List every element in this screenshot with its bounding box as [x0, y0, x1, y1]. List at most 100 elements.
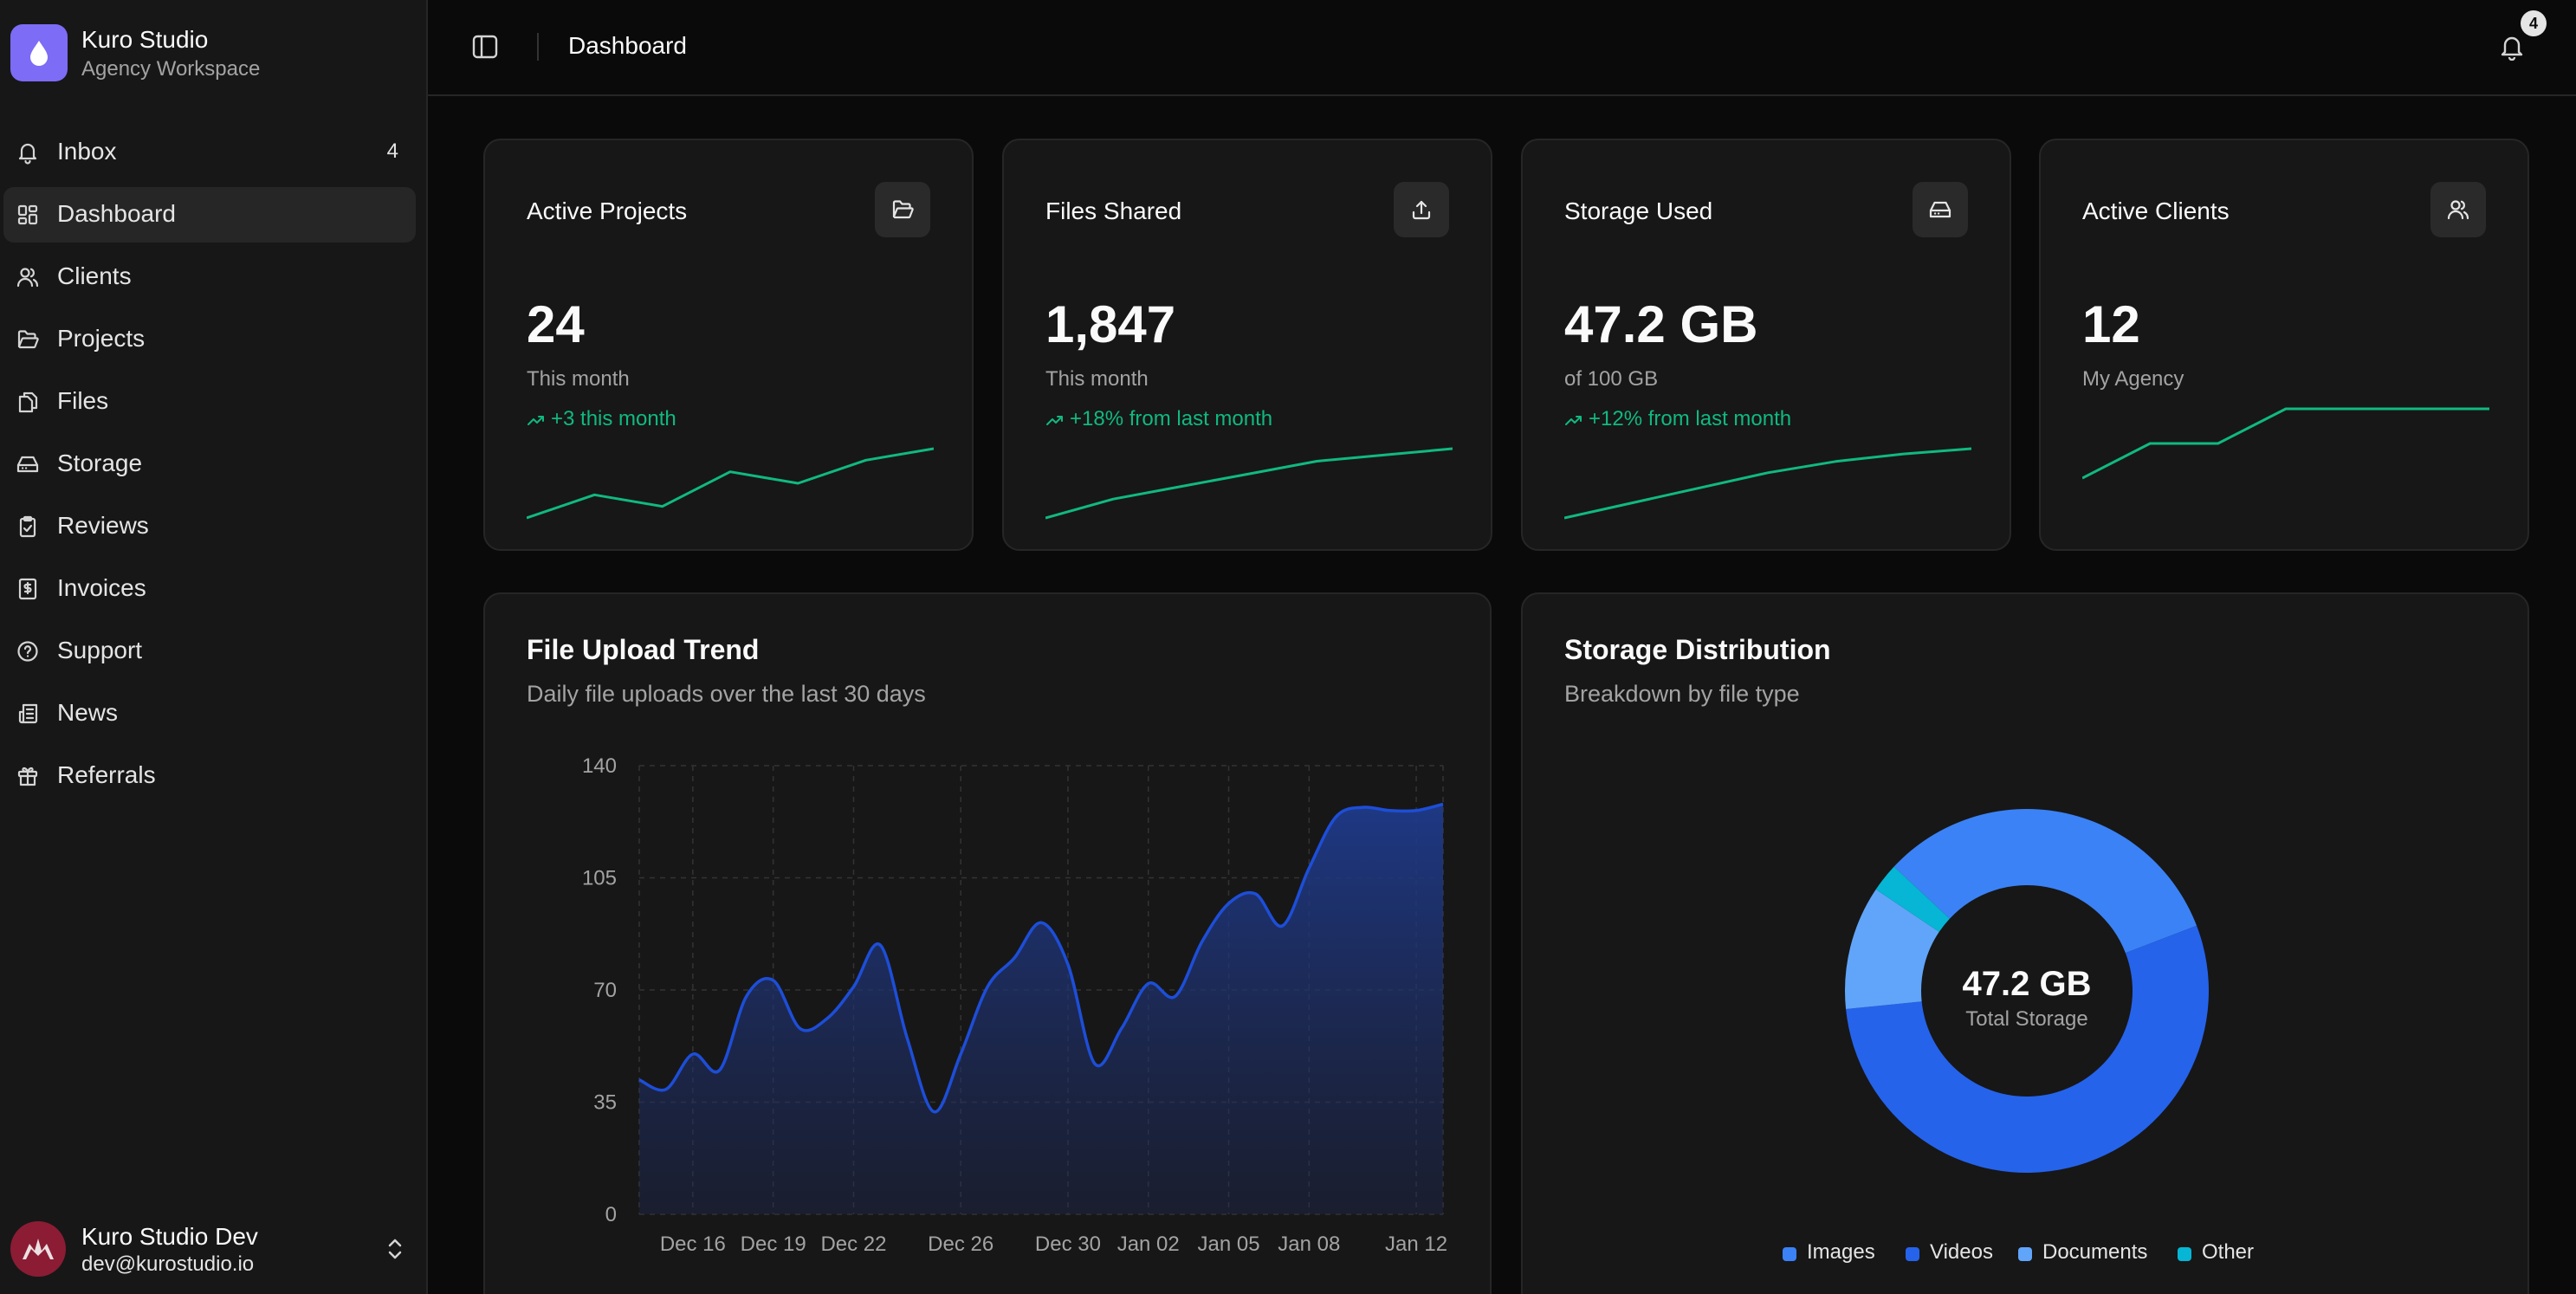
stat-card: Active Projects 24 This month +3 this month	[483, 139, 974, 551]
sidebar-item-label: Support	[57, 637, 143, 663]
x-tick-label: Jan 08	[1278, 1233, 1340, 1256]
stat-title: Active Projects	[527, 197, 688, 224]
sidebar-item-clients[interactable]: Clients	[3, 249, 416, 305]
sidebar-item-invoices[interactable]: Invoices	[3, 561, 416, 617]
sidebar-item-label: Reviews	[57, 512, 149, 539]
user-menu[interactable]: Kuro Studio Dev dev@kurostudio.io	[10, 1220, 417, 1278]
chevrons-up-down-icon	[388, 1239, 402, 1259]
users-icon	[16, 268, 39, 288]
stat-trend: +3 this month	[527, 407, 676, 431]
sidebar-item-label: News	[57, 699, 119, 726]
sparkline-path	[527, 447, 934, 520]
trending-up-icon	[1565, 415, 1582, 425]
storage-distribution-title: Storage Distribution	[1564, 634, 1831, 665]
legend-swatch	[1783, 1247, 1796, 1261]
storage-distribution-subtitle: Breakdown by file type	[1564, 681, 1800, 707]
sparkline-path	[1045, 447, 1453, 520]
sidebar-item-label: Clients	[57, 262, 132, 289]
y-tick-label: 0	[605, 1203, 617, 1226]
stat-sparkline	[1564, 447, 1971, 520]
files-icon	[18, 391, 38, 413]
stat-value: 24	[527, 295, 585, 353]
sidebar-item-dashboard[interactable]: Dashboard	[3, 187, 416, 243]
sidebar-toggle-icon[interactable]	[471, 33, 499, 61]
header-divider	[537, 33, 539, 61]
donut-slice-other	[1875, 866, 1950, 932]
sidebar-item-referrals[interactable]: Referrals	[3, 748, 416, 804]
stat-card: Storage Used 47.2 GB of 100 GB +12% from la…	[1521, 139, 2011, 551]
legend-swatch	[1906, 1247, 1919, 1261]
x-tick-label: Dec 26	[928, 1233, 994, 1256]
users-icon	[2447, 200, 2469, 220]
sidebar-item-label: Dashboard	[57, 200, 176, 227]
donut-slice-documents	[1845, 889, 1939, 1010]
grid-icon	[17, 204, 38, 225]
page-title: Dashboard	[568, 32, 687, 59]
sparkline-path	[2082, 407, 2489, 480]
sidebar-item-reviews[interactable]: Reviews	[3, 499, 416, 554]
users-icon	[16, 265, 40, 289]
upload-trend-chart: 0 35 70 105 140 Dec 16 Dec 19 Dec 22 Dec 26 Dec 3…	[582, 754, 1447, 1256]
stat-icon-box	[2430, 182, 2486, 237]
dollar-receipt-icon	[16, 577, 40, 601]
workspace-switcher[interactable]: Kuro Studio Agency Workspace	[10, 24, 417, 83]
hard-drive-icon	[1929, 201, 1951, 218]
storage-distribution-card: Storage Distribution Breakdown by file t…	[1521, 592, 2529, 1294]
hard-drive-icon	[16, 456, 39, 473]
sidebar-item-projects[interactable]: Projects	[3, 312, 416, 367]
storage-donut-chart	[1845, 809, 2209, 1173]
stat-icon-box	[875, 182, 930, 237]
stat-card: Files Shared 1,847 This month +18% from las…	[1002, 139, 1492, 551]
storage-legend: Images Videos Documents Other	[1783, 1240, 2271, 1268]
stat-title: Files Shared	[1045, 197, 1182, 224]
donut-slice-videos	[1846, 925, 2209, 1173]
gift-icon	[16, 764, 40, 788]
help-circle-icon	[16, 639, 40, 663]
stat-trend-text: +18% from last month	[1070, 407, 1273, 430]
clipboard-check-icon	[19, 515, 36, 538]
droplet-icon	[30, 41, 48, 66]
x-tick-label: Dec 30	[1035, 1233, 1101, 1256]
sidebar-item-support[interactable]: Support	[3, 624, 416, 679]
gift-icon	[17, 767, 38, 786]
workspace-logo	[10, 24, 68, 81]
y-tick-label: 70	[593, 979, 617, 1002]
legend-label: Other	[2202, 1240, 2255, 1264]
legend-label: Videos	[1930, 1240, 1993, 1264]
stat-value: 12	[2082, 295, 2140, 353]
stat-icon-box	[1913, 182, 1968, 237]
legend-label: Documents	[2042, 1240, 2148, 1264]
notifications-bell-icon[interactable]	[2498, 33, 2526, 61]
sidebar-item-inbox[interactable]: Inbox 4	[3, 125, 416, 180]
stat-value: 1,847	[1045, 295, 1176, 353]
legend-swatch	[2018, 1247, 2032, 1261]
sparkline-path	[1564, 447, 1971, 520]
files-icon	[16, 390, 40, 414]
donut-center-value: 47.2 GB	[1962, 965, 2092, 1003]
trending-up-icon	[1046, 415, 1063, 425]
hard-drive-icon	[16, 452, 40, 476]
sidebar-item-news[interactable]: News	[3, 686, 416, 741]
stat-card: Active Clients 12 My Agency	[2039, 139, 2529, 551]
x-tick-label: Dec 16	[660, 1233, 726, 1256]
stat-sparkline	[527, 447, 934, 520]
x-tick-label: Dec 19	[741, 1233, 806, 1256]
sidebar-item-files[interactable]: Files	[3, 374, 416, 430]
clipboard-check-icon	[16, 514, 40, 539]
stat-subtitle: of 100 GB	[1564, 367, 1659, 391]
notification-count-badge: 4	[2521, 10, 2547, 36]
sidebar-item-storage[interactable]: Storage	[3, 437, 416, 492]
upload-trend-title: File Upload Trend	[527, 634, 760, 665]
sidebar-item-badge: 4	[386, 139, 398, 163]
stat-value: 47.2 GB	[1564, 295, 1758, 353]
help-circle-icon	[17, 641, 38, 662]
stat-sparkline	[1045, 447, 1453, 520]
stat-title: Active Clients	[2082, 197, 2230, 224]
grid-icon	[16, 203, 40, 227]
sidebar-item-label: Invoices	[57, 574, 146, 601]
folder-open-icon	[16, 327, 40, 352]
donut-center-label: Total Storage	[1965, 1007, 2088, 1031]
sidebar-item-label: Inbox	[57, 138, 117, 165]
user-email: dev@kurostudio.io	[81, 1252, 255, 1276]
y-tick-label: 105	[582, 867, 617, 890]
